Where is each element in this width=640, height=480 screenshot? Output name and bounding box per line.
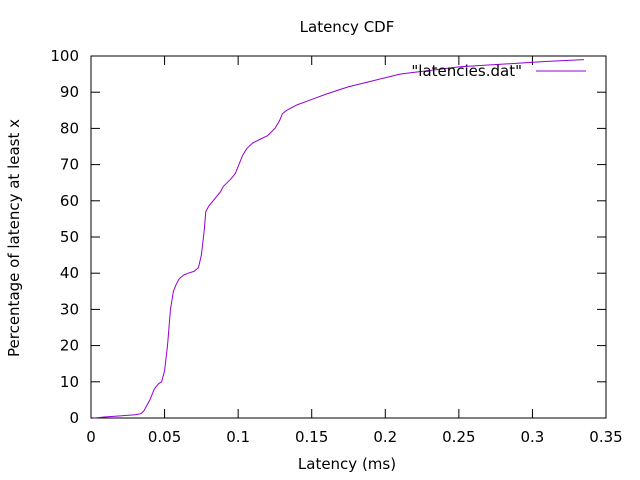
y-tick-label: 20 (60, 337, 79, 355)
x-tick-label: 0 (86, 428, 96, 446)
y-axis-label: Percentage of latency at least x (5, 119, 23, 357)
x-tick-label: 0.35 (589, 428, 622, 446)
x-axis-label: Latency (ms) (298, 455, 396, 473)
y-tick-label: 80 (60, 119, 79, 137)
series-line-latencies (93, 59, 584, 419)
y-tick-label: 10 (60, 373, 79, 391)
legend-label: "latencies.dat" (411, 62, 522, 80)
x-tick-label: 0.05 (148, 428, 181, 446)
y-tick-label: 0 (69, 409, 79, 427)
y-tick-label: 50 (60, 228, 79, 246)
y-axis: 0 10 20 30 40 50 60 70 80 90 100 (50, 47, 606, 427)
chart-title: Latency CDF (300, 18, 395, 36)
plot-frame (90, 55, 607, 419)
series-layer (93, 59, 584, 419)
x-axis: 0 0.05 0.1 0.15 0.2 0.25 0.3 0.35 (86, 56, 623, 446)
y-tick-label: 90 (60, 83, 79, 101)
legend: "latencies.dat" (411, 62, 586, 80)
x-tick-label: 0.1 (226, 428, 250, 446)
x-tick-label: 0.15 (295, 428, 328, 446)
x-tick-label: 0.3 (520, 428, 544, 446)
y-tick-label: 30 (60, 300, 79, 318)
x-tick-label: 0.25 (442, 428, 475, 446)
x-tick-label: 0.2 (373, 428, 397, 446)
y-tick-label: 70 (60, 156, 79, 174)
y-tick-label: 60 (60, 192, 79, 210)
y-tick-label: 40 (60, 264, 79, 282)
y-tick-label: 100 (50, 47, 79, 65)
